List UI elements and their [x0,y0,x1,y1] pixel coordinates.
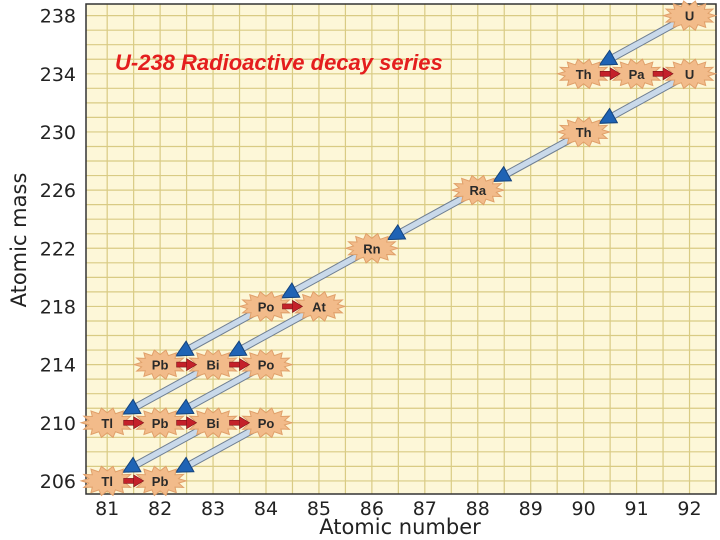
alpha-decay-arrow-head [122,398,142,415]
alpha-decay-arrow-head [598,107,619,124]
nuclide-marker [344,232,400,264]
beta-decay-arrow-head [186,358,198,372]
beta-decay-arrow-head [239,416,251,430]
nuclide-label: Bi [207,358,220,373]
y-axis-title: Atomic mass [7,173,31,308]
x-tick-label: 89 [519,498,543,520]
nuclide-marker [79,465,135,497]
alpha-decay-arrow-head [227,340,248,357]
x-tick-label: 87 [413,498,437,520]
beta-decay-arrow [599,70,612,77]
nuclide-label: Th [576,125,592,140]
alpha-decay-arrow-head [598,49,619,66]
alpha-decay-arrow-head [122,456,142,473]
beta-decay-arrow-head [186,416,198,430]
y-tick-label: 234 [40,64,76,86]
beta-decay-arrows [123,67,674,488]
y-axis-ticks: 206 210 214 218 222 226 230 234 238 [40,6,76,493]
nuclide-marker [661,0,718,32]
beta-decay-arrow-head [662,67,674,81]
plot-frame [85,3,717,495]
y-tick-label: 218 [40,296,76,318]
nuclide-marker [132,349,188,380]
nuclide-label: Pb [152,416,169,431]
nuclide-label: Po [258,299,275,314]
nuclide-label: Pa [629,67,646,82]
nuclide-label: Rn [363,241,380,256]
beta-decay-arrow [123,478,135,484]
nuclide-marker [555,116,612,148]
beta-decay-arrow [652,70,665,77]
x-tick-label: 90 [572,498,596,520]
nuclide-marker [450,174,506,206]
beta-decay-arrow-head [292,299,304,313]
y-tick-label: 226 [40,180,76,202]
alpha-decay-arrows [122,19,678,473]
beta-decay-arrow-head [239,358,251,372]
grid [86,4,717,494]
beta-decay-arrow [176,419,188,426]
x-tick-label: 82 [148,498,172,520]
chart-title: U-238 Radioactive decay series [115,50,443,75]
beta-decay-arrow [282,303,294,310]
nuclide-label: Pb [152,474,169,489]
x-tick-label: 86 [360,498,384,520]
nuclide-markers [79,0,718,497]
y-tick-label: 222 [40,238,76,260]
nuclide-label: Pb [152,358,169,373]
x-axis-title: Atomic number [319,515,481,539]
nuclide-label: Po [258,358,275,373]
y-tick-label: 214 [40,355,76,377]
beta-decay-arrow [229,419,241,426]
x-tick-label: 91 [624,498,648,520]
alpha-decay-arrow-head [280,282,301,299]
nuclide-label: U [685,9,694,24]
x-tick-label: 84 [254,498,278,520]
alpha-decay-arrow-head [174,456,195,473]
y-tick-label: 210 [40,413,76,435]
beta-decay-arrow [229,361,241,368]
nuclide-marker [555,58,612,90]
alpha-decay-arrow-head [174,398,195,415]
beta-decay-arrow-head [609,67,621,81]
alpha-decay-arrow-head [492,165,513,182]
x-tick-label: 88 [466,498,490,520]
nuclide-label: At [312,299,326,314]
y-tick-label: 230 [40,122,76,144]
beta-decay-arrow [123,419,135,426]
x-tick-label: 81 [95,498,119,520]
x-axis-ticks: 81 82 83 84 85 86 87 88 89 90 91 92 [95,498,702,520]
nuclide-label: Th [576,67,592,82]
nuclide-label: Ra [469,183,486,198]
beta-decay-arrow-head [133,416,145,430]
y-tick-label: 206 [40,471,76,493]
nuclide-label: Tl [101,416,113,431]
nuclide-label: U [685,67,694,82]
x-tick-label: 85 [307,498,331,520]
x-tick-label: 83 [201,498,225,520]
nuclide-marker [238,291,294,322]
nuclide-label: Tl [101,474,113,489]
y-tick-label: 238 [40,6,76,28]
nuclide-labels: U Th Pa U Th Ra Rn Po At Pb Bi Po Tl Pb Bi Po Tl Pb [101,9,694,489]
nuclide-marker [79,407,135,439]
beta-decay-arrow-head [133,474,145,488]
beta-decay-arrow [176,361,188,368]
x-tick-label: 92 [677,498,701,520]
nuclide-label: Bi [207,416,220,431]
alpha-decay-arrow-head [386,223,407,241]
nuclide-label: Po [258,416,275,431]
alpha-decay-arrow-head [174,340,195,357]
